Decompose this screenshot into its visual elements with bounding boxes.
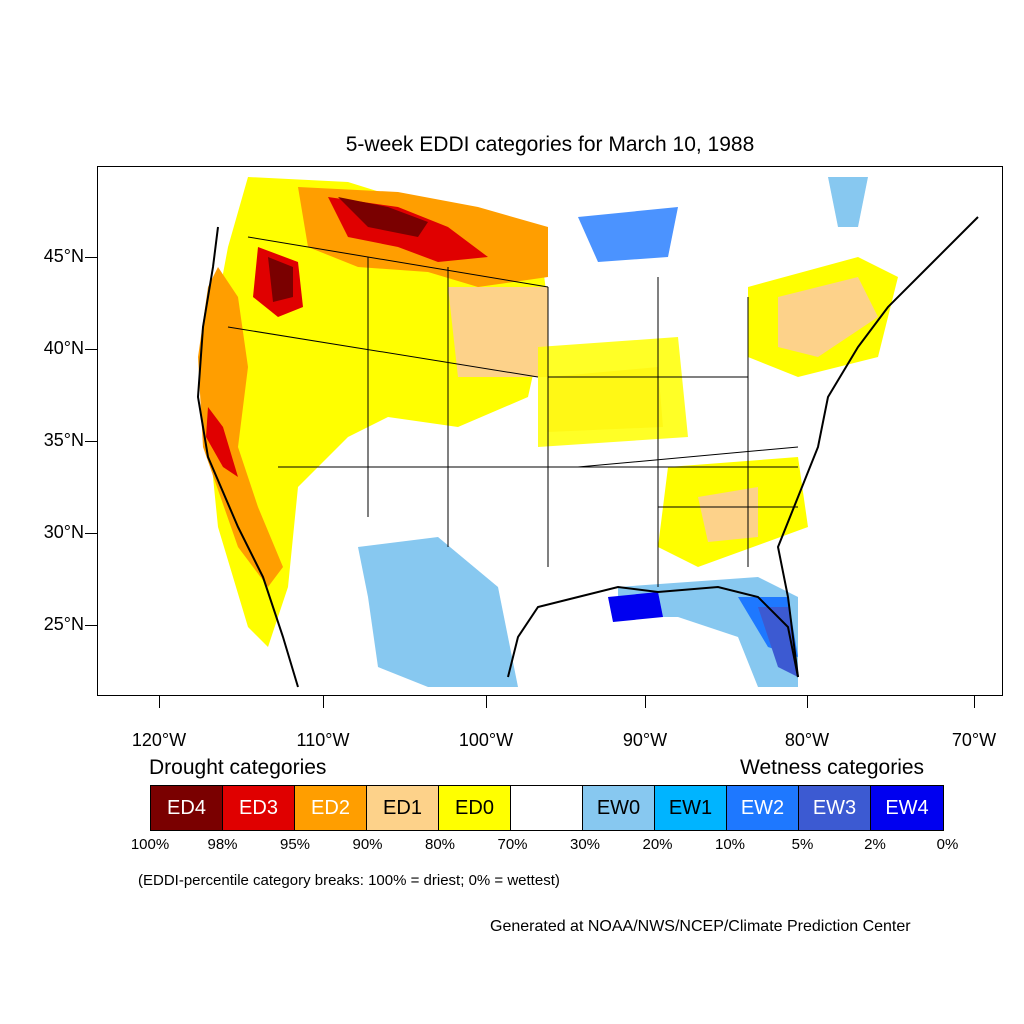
legend-break-label: 98% <box>207 836 238 853</box>
gulf-coastline <box>507 585 799 678</box>
legend-swatch: EW3 <box>799 786 871 830</box>
legend-swatch: EW0 <box>583 786 655 830</box>
lon-label-70w: 70°W <box>951 730 997 750</box>
legend-break-label: 90% <box>352 836 383 853</box>
plains-yellow-region <box>448 287 548 377</box>
map-title: 5-week EDDI categories for March 10, 198… <box>345 133 755 156</box>
legend-swatch: EW2 <box>727 786 799 830</box>
west-coastline <box>196 226 299 688</box>
credit-text: Generated at NOAA/NWS/NCEP/Climate Predi… <box>490 918 911 935</box>
lon-label-80w: 80°W <box>784 730 830 750</box>
lat-label-25n: 25°N <box>43 614 84 634</box>
legend-break-label: 100% <box>130 836 170 853</box>
legend-break-label: 2% <box>864 836 886 853</box>
southeast-tan-region <box>698 487 758 542</box>
legend-swatch: EW4 <box>871 786 943 830</box>
state-boundaries <box>227 236 799 587</box>
legend-break-label: 10% <box>714 836 746 853</box>
lon-label-100w: 100°W <box>458 730 514 750</box>
lat-label-45n: 45°N <box>43 246 84 266</box>
gulf-ew4-region <box>608 592 663 622</box>
lon-label-90w: 90°W <box>622 730 668 750</box>
legend-swatch: ED2 <box>295 786 367 830</box>
lat-tick <box>85 625 97 626</box>
wetness-heading: Wetness categories <box>740 756 925 779</box>
category-note: (EDDI-percentile category breaks: 100% =… <box>138 872 560 889</box>
legend-swatch: ED0 <box>439 786 511 830</box>
lat-tick <box>85 257 97 258</box>
legend-break-label: 20% <box>642 836 673 853</box>
legend-swatch: ED3 <box>223 786 295 830</box>
drought-heading: Drought categories <box>149 756 327 779</box>
lat-label-35n: 35°N <box>43 430 84 450</box>
legend-break-label: 30% <box>569 836 601 853</box>
lon-tick <box>486 696 487 708</box>
pnw-darkred-region <box>268 257 293 302</box>
legend-break-label: 70% <box>497 836 528 853</box>
lat-tick <box>85 441 97 442</box>
lat-tick <box>85 349 97 350</box>
east-coastline <box>776 216 979 678</box>
lon-tick <box>159 696 160 708</box>
legend-break-label: 80% <box>424 836 456 853</box>
eddi-map <box>97 166 1003 696</box>
legend-swatch <box>511 786 583 830</box>
quebec-wet-region <box>828 177 868 227</box>
legend-break-label: 95% <box>279 836 311 853</box>
legend-swatch: ED4 <box>151 786 223 830</box>
lon-tick <box>645 696 646 708</box>
midwest-yellow-region <box>538 337 688 447</box>
lon-tick <box>974 696 975 708</box>
legend-break-label: 0% <box>936 836 959 853</box>
lon-tick <box>323 696 324 708</box>
florida-ew4-region <box>758 607 798 677</box>
california-red-region <box>206 407 238 477</box>
lon-label-110w: 110°W <box>296 730 350 750</box>
lat-label-40n: 40°N <box>43 338 84 358</box>
lat-label-30n: 30°N <box>43 522 84 542</box>
legend-swatch: ED1 <box>367 786 439 830</box>
legend-break-label: 5% <box>791 836 814 853</box>
northern-darkred-region <box>338 197 428 237</box>
northeast-tan-region <box>778 277 878 357</box>
texas-wet-region <box>358 537 518 687</box>
category-legend: ED4 ED3 ED2 ED1 ED0 EW0 EW1 EW2 EW3 EW4 <box>150 785 944 831</box>
lon-tick <box>807 696 808 708</box>
lat-tick <box>85 533 97 534</box>
west-orange-region <box>198 267 283 587</box>
lake-superior-wet-region <box>578 207 678 262</box>
legend-swatch: EW1 <box>655 786 727 830</box>
eddi-map-canvas <box>196 177 979 688</box>
lon-label-120w: 120°W <box>131 730 187 750</box>
